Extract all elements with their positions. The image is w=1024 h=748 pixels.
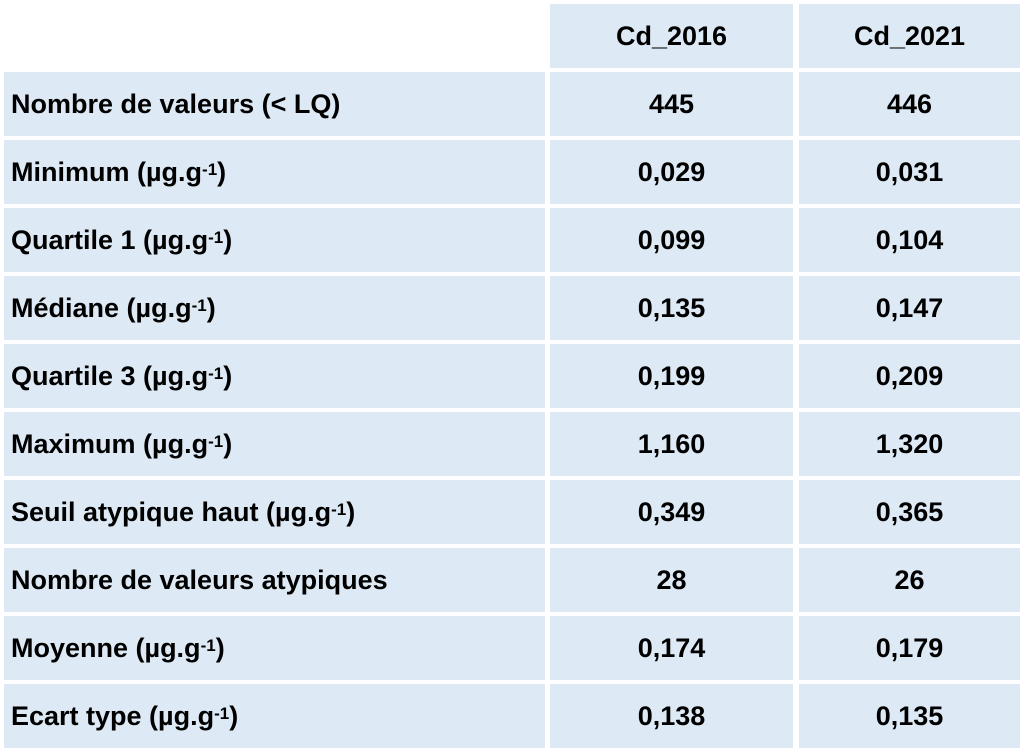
value-cd-2021: 0,104 (799, 208, 1020, 272)
value-cd-2016: 0,349 (550, 480, 793, 544)
table-row: Nombre de valeurs atypiques 28 26 (0, 548, 1024, 612)
row-label-close: ) (229, 700, 239, 731)
row-label-close: ) (215, 632, 225, 663)
value-cd-2021: 0,209 (799, 344, 1020, 408)
value-cd-2016: 445 (550, 72, 793, 136)
table-row: Quartile 3 (µg.g -1) 0,199 0,209 (0, 344, 1024, 408)
value-cd-2021: 0,147 (799, 276, 1020, 340)
table-row: Ecart type (µg.g -1) 0,138 0,135 (0, 684, 1024, 748)
value-cd-2021: 0,135 (799, 684, 1020, 748)
row-label: Quartile 1 (µg.g -1) (4, 208, 545, 272)
value-cd-2016: 0,138 (550, 684, 793, 748)
row-label-text: Quartile 1 (µg.g (11, 224, 209, 255)
value-cd-2016: 0,174 (550, 616, 793, 680)
value-cd-2016: 1,160 (550, 412, 793, 476)
value-cd-2021: 0,031 (799, 140, 1020, 204)
row-label: Nombre de valeurs (< LQ) (4, 72, 545, 136)
value-cd-2016: 0,199 (550, 344, 793, 408)
row-label-text: Quartile 3 (µg.g (11, 360, 209, 391)
row-label-text: Nombre de valeurs atypiques (11, 564, 388, 595)
row-label-close: ) (223, 428, 233, 459)
value-cd-2016: 28 (550, 548, 793, 612)
row-label-close: ) (206, 292, 216, 323)
value-cd-2021: 0,365 (799, 480, 1020, 544)
row-label-text: Minimum (µg.g (11, 156, 203, 187)
row-label: Seuil atypique haut (µg.g -1) (4, 480, 545, 544)
row-label: Moyenne (µg.g -1) (4, 616, 545, 680)
row-label: Nombre de valeurs atypiques (4, 548, 545, 612)
header-cd-2021: Cd_2021 (799, 4, 1020, 68)
table-row: Maximum (µg.g -1) 1,160 1,320 (0, 412, 1024, 476)
row-label: Ecart type (µg.g -1) (4, 684, 545, 748)
row-label: Maximum (µg.g -1) (4, 412, 545, 476)
table-row: Seuil atypique haut (µg.g -1) 0,349 0,365 (0, 480, 1024, 544)
header-cd-2016: Cd_2016 (550, 4, 793, 68)
table-row: Minimum (µg.g -1) 0,029 0,031 (0, 140, 1024, 204)
row-label-close: ) (223, 360, 233, 391)
value-cd-2021: 26 (799, 548, 1020, 612)
row-label-text: Maximum (µg.g (11, 428, 209, 459)
row-label-close: ) (217, 156, 227, 187)
value-cd-2016: 0,135 (550, 276, 793, 340)
table-row: Moyenne (µg.g -1) 0,174 0,179 (0, 616, 1024, 680)
row-label-text: Ecart type (µg.g (11, 700, 215, 731)
table-header-row: Cd_2016 Cd_2021 (0, 4, 1024, 68)
row-label-text: Moyenne (µg.g (11, 632, 201, 663)
row-label-close: ) (346, 496, 356, 527)
row-label-text: Nombre de valeurs (< LQ) (11, 88, 341, 119)
row-label: Quartile 3 (µg.g -1) (4, 344, 545, 408)
table-row: Quartile 1 (µg.g -1) 0,099 0,104 (0, 208, 1024, 272)
value-cd-2021: 0,179 (799, 616, 1020, 680)
value-cd-2016: 0,029 (550, 140, 793, 204)
row-label-close: ) (223, 224, 233, 255)
header-empty-cell (4, 4, 545, 68)
table-row: Médiane (µg.g -1) 0,135 0,147 (0, 276, 1024, 340)
row-label-text: Médiane (µg.g (11, 292, 192, 323)
value-cd-2021: 1,320 (799, 412, 1020, 476)
value-cd-2021: 446 (799, 72, 1020, 136)
row-label: Minimum (µg.g -1) (4, 140, 545, 204)
table-row: Nombre de valeurs (< LQ) 445 446 (0, 72, 1024, 136)
row-label-text: Seuil atypique haut (µg.g (11, 496, 332, 527)
value-cd-2016: 0,099 (550, 208, 793, 272)
row-label: Médiane (µg.g -1) (4, 276, 545, 340)
